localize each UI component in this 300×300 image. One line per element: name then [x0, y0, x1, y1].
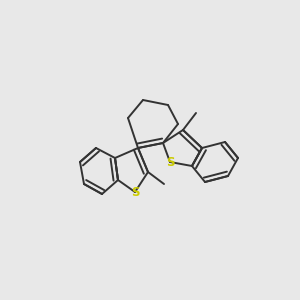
Text: S: S [131, 185, 139, 199]
Text: S: S [166, 155, 174, 169]
